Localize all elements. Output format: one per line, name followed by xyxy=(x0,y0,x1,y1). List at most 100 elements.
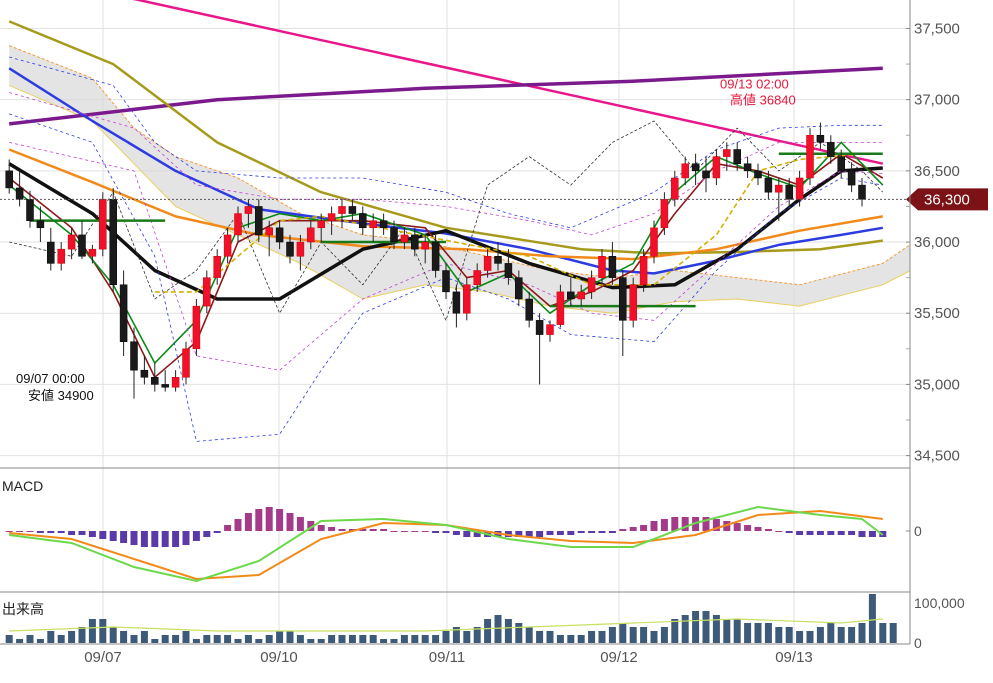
volume-bar xyxy=(213,635,221,643)
macd-histogram-bar xyxy=(161,531,169,547)
volume-bar xyxy=(556,635,564,643)
volume-panel: 出来高 100,000 0 xyxy=(0,591,965,651)
candle-body xyxy=(837,156,845,172)
volume-bar xyxy=(130,635,138,643)
indicator-line xyxy=(8,67,884,275)
macd-histogram-bar xyxy=(733,523,741,531)
volume-bar xyxy=(369,635,377,643)
volume-bar xyxy=(390,639,398,643)
candle-body xyxy=(99,199,107,250)
macd-histogram-bar xyxy=(172,531,180,547)
macd-histogram-bar xyxy=(848,531,856,535)
volume-bar xyxy=(140,631,148,643)
candle-body xyxy=(806,135,814,179)
price-axis: 37,500 37,000 36,500 36,000 35,500 35,000 34,5… xyxy=(906,20,960,465)
volume-bar xyxy=(47,631,55,643)
price-tick-label: 34,500 xyxy=(914,448,960,465)
candle-body xyxy=(327,213,336,221)
macd-histogram-bar xyxy=(515,531,523,537)
candle-body xyxy=(847,170,856,186)
candles xyxy=(5,122,866,399)
volume-bar xyxy=(192,639,200,643)
volume-bar xyxy=(681,615,689,643)
macd-histogram-bar xyxy=(577,531,585,533)
macd-histogram-bar xyxy=(244,513,252,531)
volume-bar xyxy=(244,635,252,643)
price-tick-label: 36,500 xyxy=(914,163,960,180)
candle-body xyxy=(192,305,201,350)
volume-bar xyxy=(255,639,263,643)
high-annotation-time: 09/13 02:00 xyxy=(720,76,789,91)
macd-histogram-bar xyxy=(598,531,606,533)
macd-histogram-bar xyxy=(754,527,762,531)
candle-body xyxy=(140,369,149,378)
volume-bar xyxy=(484,619,492,643)
candle-body xyxy=(255,206,263,236)
volume-bar xyxy=(577,635,585,643)
macd-histogram-bar xyxy=(99,531,107,539)
price-tick-label: 37,000 xyxy=(914,92,960,109)
macd-histogram-bar xyxy=(827,531,835,535)
candle-body xyxy=(317,220,325,229)
volume-bar xyxy=(598,631,606,643)
volume-bar xyxy=(265,635,273,643)
macd-histogram-bar xyxy=(307,521,315,531)
volume-bar xyxy=(619,623,627,643)
candle-body xyxy=(764,177,773,193)
candle-body xyxy=(379,220,388,229)
macd-histogram xyxy=(5,507,887,547)
macd-histogram-bar xyxy=(5,531,13,532)
candle-body xyxy=(442,270,450,293)
candle-body xyxy=(816,135,825,143)
candle-body xyxy=(827,142,835,157)
candle-body xyxy=(785,184,793,200)
volume-bar xyxy=(879,623,887,643)
candle-body xyxy=(296,241,305,257)
indicator-line xyxy=(9,56,883,229)
volume-bar xyxy=(608,627,616,643)
macd-histogram-bar xyxy=(712,519,720,531)
volume-bar xyxy=(328,635,336,643)
volume-bar xyxy=(380,639,388,643)
macd-histogram-bar xyxy=(629,527,637,531)
indicator-line xyxy=(9,120,884,321)
volume-bar xyxy=(650,631,658,643)
volume-bar xyxy=(515,623,523,643)
high-annotation-label: 高値 36840 xyxy=(730,92,796,107)
macd-histogram-bar xyxy=(775,531,783,532)
candle-body xyxy=(515,277,523,300)
volume-bar xyxy=(692,611,700,643)
high-annotation: 09/13 02:00 高値 36840 xyxy=(720,76,796,107)
x-axis: 09/07 09/10 09/11 09/12 09/13 xyxy=(0,643,910,666)
volume-bar xyxy=(733,619,741,643)
candle-body xyxy=(587,277,596,293)
macd-histogram-bar xyxy=(816,531,824,535)
macd-histogram-bar xyxy=(764,529,772,531)
macd-histogram-bar xyxy=(744,525,752,531)
volume-bar xyxy=(775,627,783,643)
macd-histogram-bar xyxy=(151,531,159,547)
macd-histogram-bar xyxy=(380,529,388,531)
macd-histogram-bar xyxy=(265,507,273,531)
macd-histogram-bar xyxy=(411,531,419,532)
macd-histogram-bar xyxy=(182,531,190,545)
macd-histogram-bar xyxy=(317,525,325,531)
macd-histogram-bar xyxy=(660,519,668,531)
candle-body xyxy=(109,199,117,286)
macd-histogram-bar xyxy=(338,529,346,531)
price-tick-label: 36,000 xyxy=(914,234,960,251)
candle-body xyxy=(650,227,658,257)
volume-bar xyxy=(588,631,596,643)
macd-histogram-bar xyxy=(36,531,44,533)
candle-body xyxy=(203,277,211,307)
indicator-line xyxy=(8,66,883,126)
candle-body xyxy=(723,149,731,157)
macd-histogram-bar xyxy=(473,531,481,537)
candle-body xyxy=(234,213,242,236)
candle-body xyxy=(525,298,533,321)
macd-histogram-bar xyxy=(57,531,65,533)
candle-body xyxy=(36,220,45,229)
volume-bar xyxy=(78,627,86,643)
volume-bars xyxy=(5,594,897,643)
volume-bar xyxy=(889,623,897,643)
